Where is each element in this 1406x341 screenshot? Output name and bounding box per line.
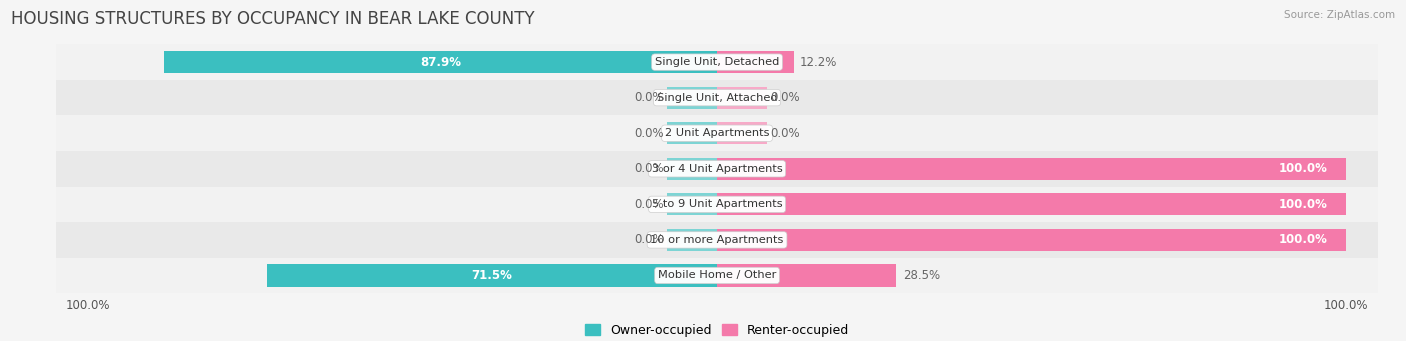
Text: 100.0%: 100.0%	[1278, 234, 1327, 247]
Text: 28.5%: 28.5%	[903, 269, 939, 282]
Bar	[165, 51, 717, 73]
Bar	[666, 122, 717, 144]
Bar	[56, 116, 1378, 151]
Text: HOUSING STRUCTURES BY OCCUPANCY IN BEAR LAKE COUNTY: HOUSING STRUCTURES BY OCCUPANCY IN BEAR …	[11, 10, 534, 28]
Bar	[56, 187, 1378, 222]
Text: 0.0%: 0.0%	[634, 91, 664, 104]
Bar	[717, 51, 794, 73]
Text: 0.0%: 0.0%	[634, 162, 664, 175]
Text: 0.0%: 0.0%	[634, 198, 664, 211]
Bar	[56, 80, 1378, 116]
Bar	[666, 87, 717, 109]
Text: Single Unit, Detached: Single Unit, Detached	[655, 57, 779, 67]
Bar	[666, 229, 717, 251]
Text: 100.0%: 100.0%	[1278, 162, 1327, 175]
Bar	[717, 229, 1347, 251]
Text: 0.0%: 0.0%	[634, 127, 664, 140]
Text: 0.0%: 0.0%	[770, 127, 800, 140]
Text: 3 or 4 Unit Apartments: 3 or 4 Unit Apartments	[652, 164, 782, 174]
Text: Source: ZipAtlas.com: Source: ZipAtlas.com	[1284, 10, 1395, 20]
Text: 5 to 9 Unit Apartments: 5 to 9 Unit Apartments	[652, 199, 782, 209]
Bar	[56, 258, 1378, 293]
Bar	[666, 193, 717, 216]
Text: 87.9%: 87.9%	[420, 56, 461, 69]
Bar	[717, 265, 897, 286]
Text: Mobile Home / Other: Mobile Home / Other	[658, 270, 776, 281]
Bar	[717, 193, 1347, 216]
Text: 0.0%: 0.0%	[634, 234, 664, 247]
Text: 71.5%: 71.5%	[471, 269, 513, 282]
Bar	[56, 44, 1378, 80]
Legend: Owner-occupied, Renter-occupied: Owner-occupied, Renter-occupied	[581, 319, 853, 341]
Bar	[267, 265, 717, 286]
Text: 100.0%: 100.0%	[1278, 198, 1327, 211]
Bar	[666, 158, 717, 180]
Bar	[56, 222, 1378, 258]
Text: 2 Unit Apartments: 2 Unit Apartments	[665, 128, 769, 138]
Text: 0.0%: 0.0%	[770, 91, 800, 104]
Bar	[717, 158, 1347, 180]
Bar	[717, 122, 768, 144]
Text: 10 or more Apartments: 10 or more Apartments	[651, 235, 783, 245]
Bar	[56, 151, 1378, 187]
Text: 12.2%: 12.2%	[800, 56, 838, 69]
Text: Single Unit, Attached: Single Unit, Attached	[657, 93, 778, 103]
Bar	[717, 87, 768, 109]
